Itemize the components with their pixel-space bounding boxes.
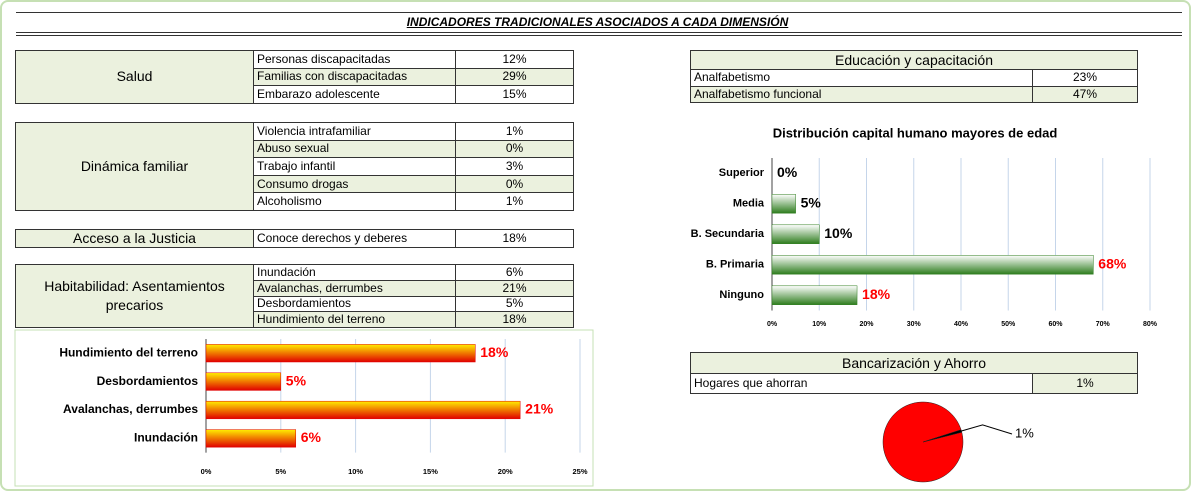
table-label: Consumo drogas xyxy=(253,174,456,194)
page-title: INDICADORES TRADICIONALES ASOCIADOS A CA… xyxy=(406,15,789,29)
x-tick-label: 0% xyxy=(767,321,778,328)
x-tick-label: 50% xyxy=(1001,321,1016,328)
pie-label: 1% xyxy=(1015,425,1034,440)
x-tick-label: 30% xyxy=(907,321,922,328)
bar xyxy=(205,400,521,420)
table-heading: Dinámica familiar xyxy=(15,122,254,211)
table-value: 3% xyxy=(455,157,574,176)
value-label: 18% xyxy=(862,286,891,302)
category-label: Ninguno xyxy=(719,289,764,301)
x-tick-label: 70% xyxy=(1096,321,1111,328)
rule xyxy=(16,32,1182,33)
table-label: Abuso sexual xyxy=(253,139,456,159)
table-value: 29% xyxy=(455,67,574,86)
table-heading: Bancarización y Ahorro xyxy=(690,352,1138,374)
value-label: 5% xyxy=(286,372,307,388)
category-label: B. Primaria xyxy=(706,259,765,271)
x-tick-label: 80% xyxy=(1143,321,1158,328)
x-tick-label: 0% xyxy=(201,467,212,476)
value-label: 68% xyxy=(1098,255,1127,271)
value-label: 18% xyxy=(480,344,509,360)
table-label: Violencia intrafamiliar xyxy=(253,122,456,141)
bar xyxy=(205,344,476,363)
table-value: 47% xyxy=(1032,85,1138,103)
table-value: 1% xyxy=(455,122,574,141)
table-label: Trabajo infantil xyxy=(253,157,456,176)
x-tick-label: 20% xyxy=(859,321,874,328)
bar xyxy=(205,372,282,391)
category-label: Avalanchas, derrumbes xyxy=(63,402,198,416)
category-label: Superior xyxy=(719,167,765,179)
table-heading: Acceso a la Justicia xyxy=(15,229,254,248)
x-tick-label: 40% xyxy=(954,321,969,328)
table-value: 5% xyxy=(455,295,574,313)
rule xyxy=(16,12,1182,13)
table-value: 0% xyxy=(455,139,574,159)
category-label: Hundimiento del terreno xyxy=(59,345,198,359)
table-label: Avalanchas, derrumbes xyxy=(253,279,456,297)
x-tick-label: 15% xyxy=(423,467,438,476)
value-label: 10% xyxy=(824,225,853,241)
rule xyxy=(16,35,1182,36)
x-tick-label: 10% xyxy=(348,467,363,476)
bar xyxy=(771,224,820,244)
x-tick-label: 25% xyxy=(572,467,587,476)
table-label: Inundación xyxy=(253,264,456,281)
bar xyxy=(205,429,297,448)
table-label: Familias con discapacitadas xyxy=(253,67,456,86)
x-tick-label: 10% xyxy=(812,321,827,328)
value-label: 5% xyxy=(801,194,822,210)
table-value: 21% xyxy=(455,279,574,297)
table-label: Conoce derechos y deberes xyxy=(253,229,456,248)
value-label: 0% xyxy=(777,164,798,180)
table-heading: Educación y capacitación xyxy=(690,50,1138,70)
x-tick-label: 5% xyxy=(275,467,286,476)
table-value: 15% xyxy=(455,85,574,104)
table-heading: Habitabilidad: Asentamientos precarios xyxy=(15,264,254,329)
table-value: 1% xyxy=(455,192,574,211)
bar xyxy=(771,285,858,305)
table-value: 18% xyxy=(455,311,574,329)
table-value: 23% xyxy=(1032,69,1138,87)
value-label: 21% xyxy=(525,401,554,417)
table-value: 6% xyxy=(455,264,574,281)
category-label: Desbordamientos xyxy=(97,374,199,388)
table-value: 0% xyxy=(455,174,574,194)
table-label: Alcoholismo xyxy=(253,192,456,211)
leader-line xyxy=(961,424,1013,435)
table-label: Hundimiento del terreno xyxy=(253,311,456,329)
category-label: Media xyxy=(733,198,765,210)
category-label: Inundación xyxy=(134,431,198,445)
bar xyxy=(771,194,796,214)
table-label: Hogares que ahorran xyxy=(690,373,1033,394)
bar xyxy=(771,255,1094,275)
category-label: B. Secundaria xyxy=(691,228,765,240)
table-value: 18% xyxy=(455,229,574,248)
table-label: Analfabetismo xyxy=(690,69,1033,87)
table-label: Desbordamientos xyxy=(253,295,456,313)
table-heading: Salud xyxy=(15,50,254,104)
table-value: 1% xyxy=(1032,373,1138,394)
x-tick-label: 60% xyxy=(1048,321,1063,328)
table-label: Analfabetismo funcional xyxy=(690,85,1033,103)
x-tick-label: 20% xyxy=(498,467,513,476)
table-label: Personas discapacitadas xyxy=(253,50,456,69)
table-label: Embarazo adolescente xyxy=(253,85,456,104)
chart-frame xyxy=(14,329,594,487)
chart-title: Distribución capital humano mayores de e… xyxy=(773,125,1058,140)
value-label: 6% xyxy=(301,429,322,445)
table-value: 12% xyxy=(455,50,574,69)
